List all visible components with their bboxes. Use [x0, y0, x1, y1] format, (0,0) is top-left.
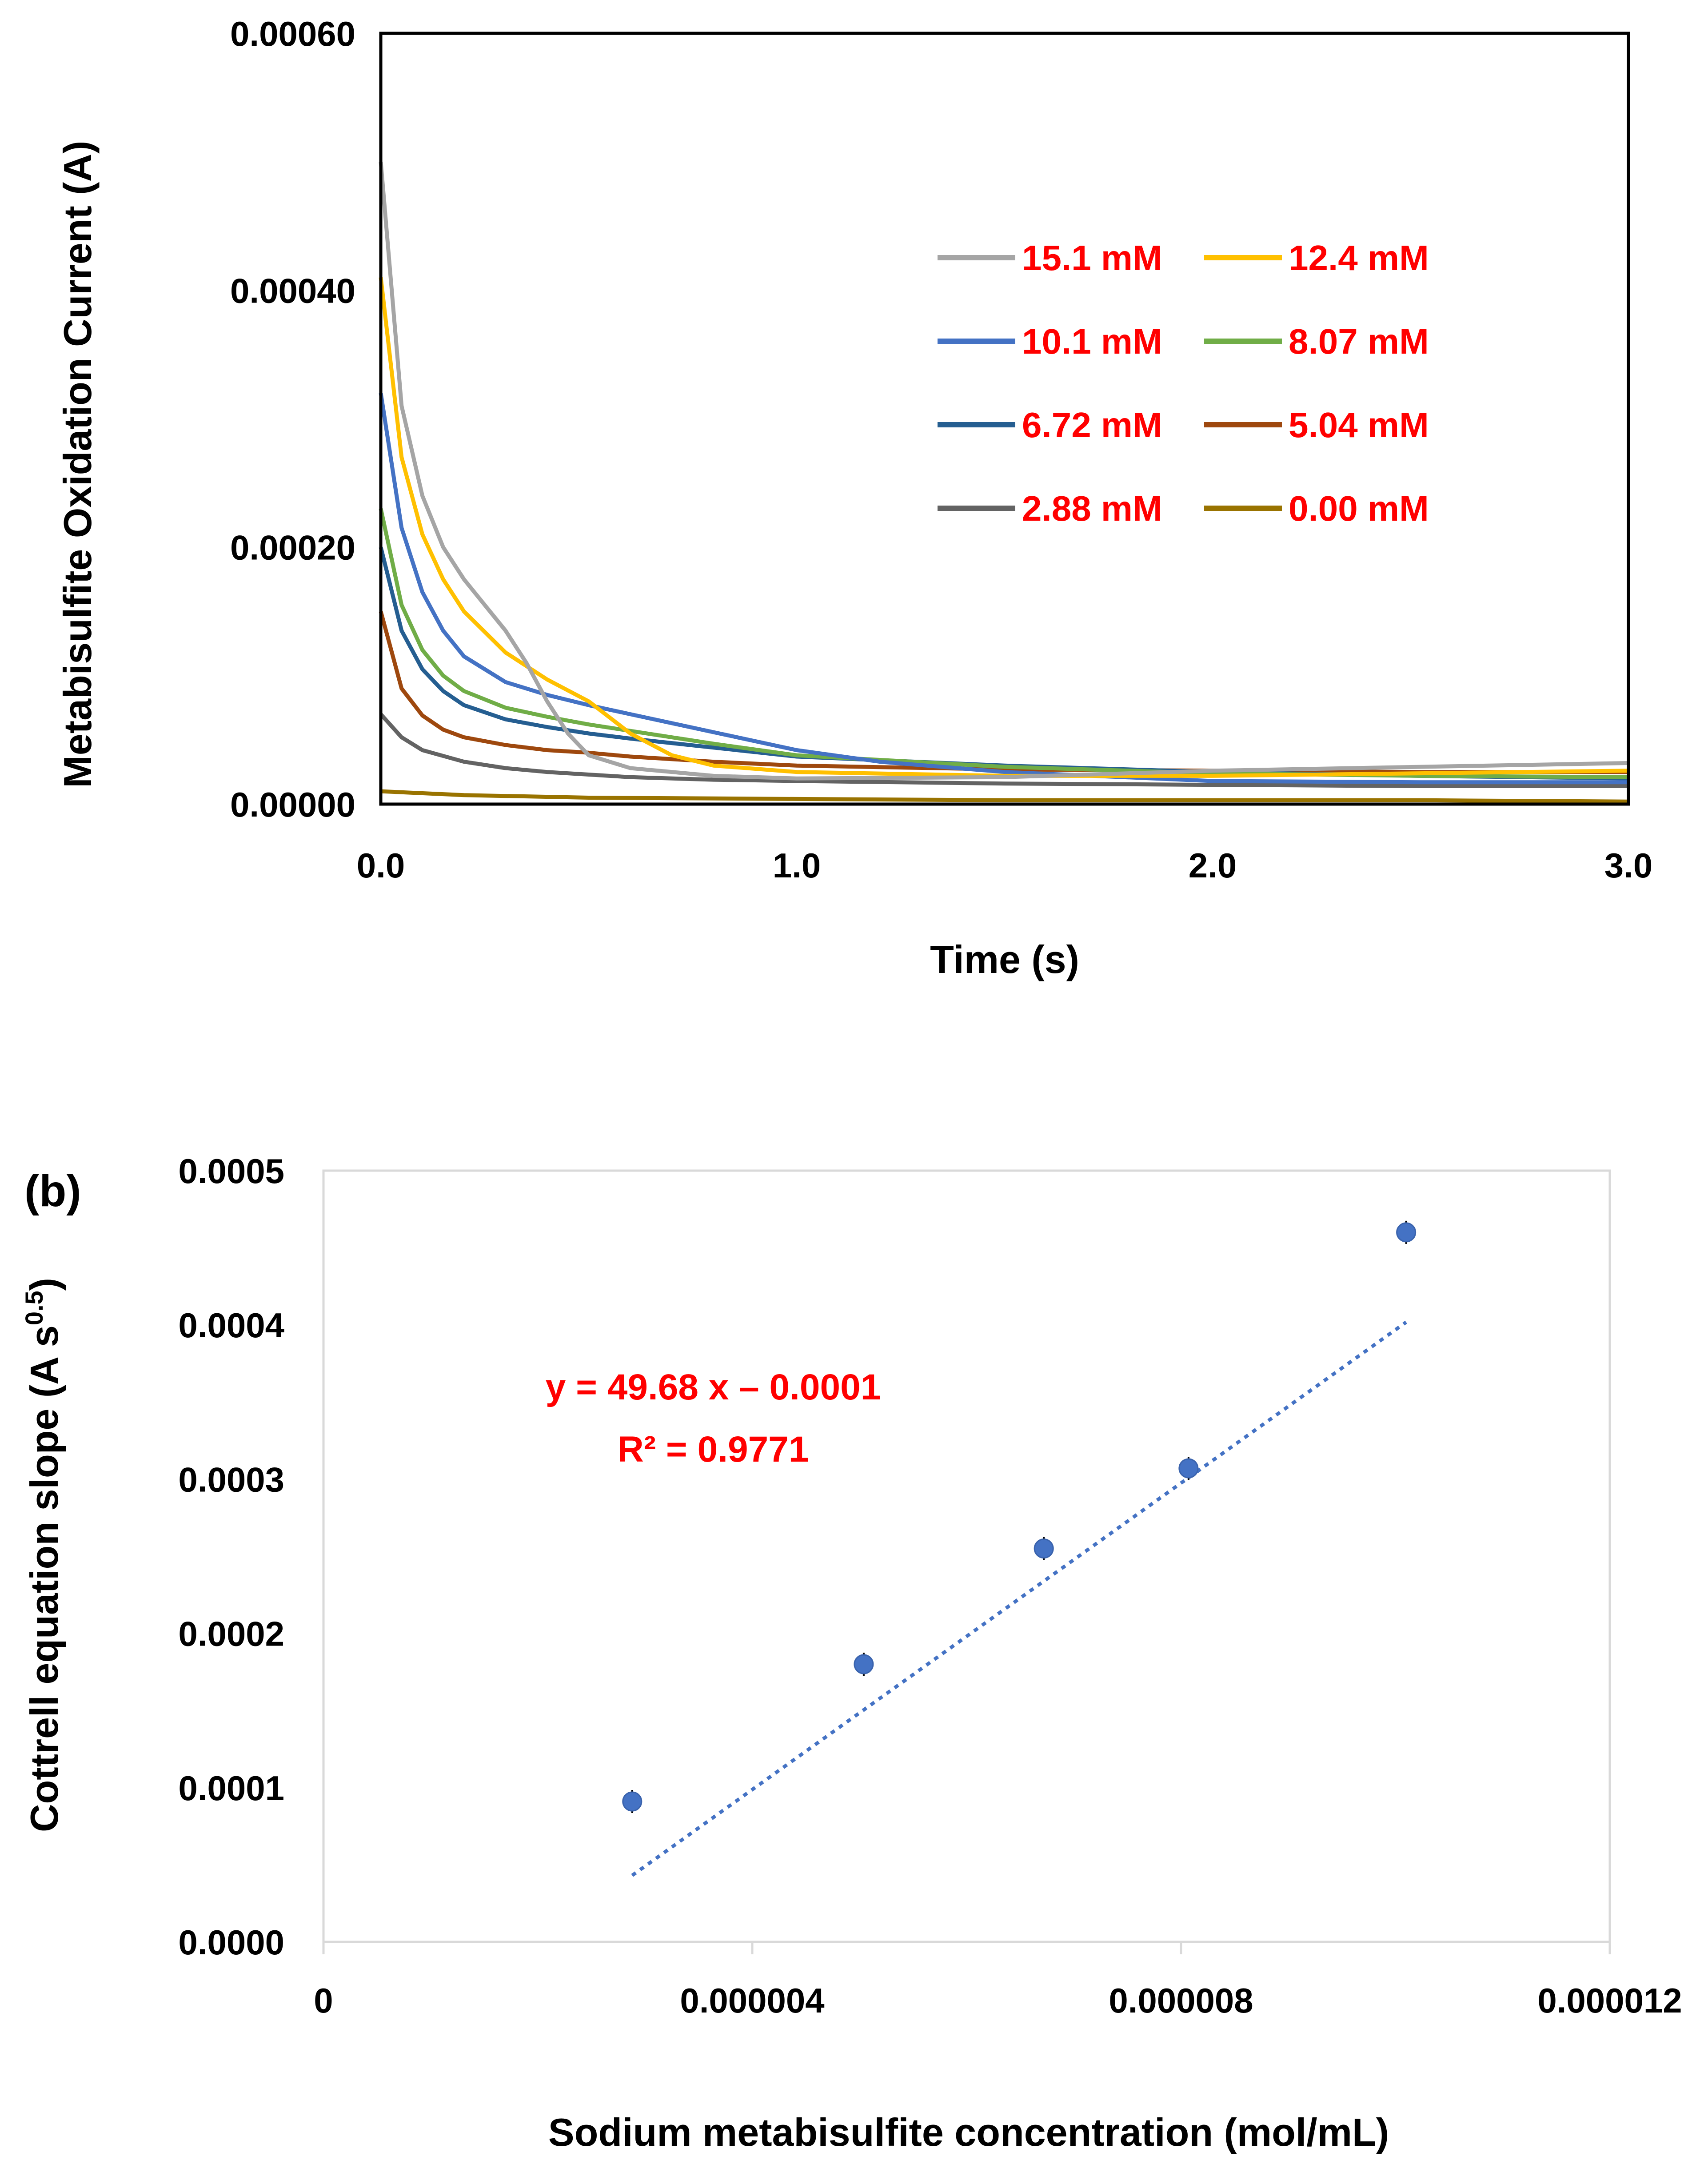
x-tick-label: 2.0 [1189, 846, 1237, 885]
y-tick-label: 0.0003 [178, 1460, 284, 1499]
legend-label: 12.4 mM [1289, 238, 1429, 278]
y-tick-label: 0.0002 [178, 1614, 284, 1654]
chart-b-axis-ticks [322, 1942, 1611, 1954]
legend-label: 6.72 mM [1022, 405, 1162, 445]
chart-a: 0.00000 0.00020 0.00040 0.00060 0.0 1.0 2.0 3.… [56, 14, 1652, 981]
x-tick-label: 3.0 [1604, 846, 1652, 885]
chart-b-y-axis-label: Cottrell equation slope (A s0.5) [20, 1278, 66, 1832]
x-tick-label: 0.000012 [1537, 1981, 1682, 2020]
legend-label: 5.04 mM [1289, 405, 1429, 445]
y-tick-label: 0.00060 [230, 14, 355, 53]
chart-b-points [622, 1220, 1417, 1813]
legend-label: 8.07 mM [1289, 322, 1429, 361]
legend-label: 10.1 mM [1022, 322, 1162, 361]
chart-a-y-tick-labels: 0.00000 0.00020 0.00040 0.00060 [230, 14, 355, 824]
series-line-0 [379, 161, 1629, 781]
chart-b-y-tick-labels: 0.0000 0.0001 0.0002 0.0003 0.0004 0.0005 [178, 1152, 284, 1962]
legend-label: 2.88 mM [1022, 489, 1162, 528]
data-point [854, 1654, 874, 1674]
chart-b-y-axis-label-suffix: ) [22, 1278, 66, 1291]
x-tick-label: 0.0 [357, 846, 405, 885]
y-tick-label: 0.0004 [178, 1306, 284, 1345]
y-tick-label: 0.0005 [178, 1152, 284, 1191]
data-point [622, 1791, 642, 1812]
data-point [1396, 1222, 1417, 1243]
chart-b-plot-frame [322, 1169, 1611, 1943]
chart-b-r-squared: R² = 0.9771 [618, 1429, 809, 1470]
y-tick-label: 0.00040 [230, 271, 355, 310]
y-tick-label: 0.0001 [178, 1769, 284, 1808]
legend-label: 0.00 mM [1289, 489, 1429, 528]
chart-b-equation: y = 49.68 x – 0.0001 [546, 1367, 881, 1407]
y-tick-label: 0.0000 [178, 1923, 284, 1962]
x-tick-label: 1.0 [773, 846, 821, 885]
chart-b: (b) 0.0000 0.0001 0.0002 0.0003 0.0004 0.0005… [20, 1152, 1682, 2154]
x-tick-label: 0.000008 [1109, 1981, 1253, 2020]
x-tick-label: 0.000004 [680, 1981, 824, 2020]
chart-a-series-lines [379, 161, 1629, 804]
x-tick-label: 0 [314, 1981, 333, 2020]
data-point [1034, 1538, 1054, 1559]
chart-a-plot-frame [379, 32, 1630, 806]
legend-label: 15.1 mM [1022, 238, 1162, 278]
chart-a-x-tick-labels: 0.0 1.0 2.0 3.0 [357, 846, 1652, 885]
chart-b-y-axis-label-superscript: 0.5 [20, 1291, 48, 1325]
chart-b-y-axis-label-main: Cottrell equation slope (A s [22, 1325, 66, 1832]
chart-a-y-axis-label: Metabisulfite Oxidation Current (A) [56, 141, 100, 788]
series-line-7 [380, 789, 1629, 804]
chart-a-x-axis-label: Time (s) [930, 937, 1079, 981]
chart-a-legend: 15.1 mM 12.4 mM 10.1 mM 8.07 mM 6.72 mM 5.04 … [938, 238, 1429, 528]
chart-b-x-axis-label: Sodium metabisulfite concentration (mol/… [548, 2110, 1389, 2154]
data-point [1178, 1458, 1199, 1479]
chart-b-trendline [631, 1320, 1407, 1877]
y-tick-label: 0.00020 [230, 528, 355, 567]
y-tick-label: 0.00000 [230, 785, 355, 824]
chart-b-x-tick-labels: 0 0.000004 0.000008 0.000012 [314, 1981, 1682, 2020]
chart-b-panel-label: (b) [24, 1166, 81, 1216]
series-line-6 [379, 713, 1628, 788]
